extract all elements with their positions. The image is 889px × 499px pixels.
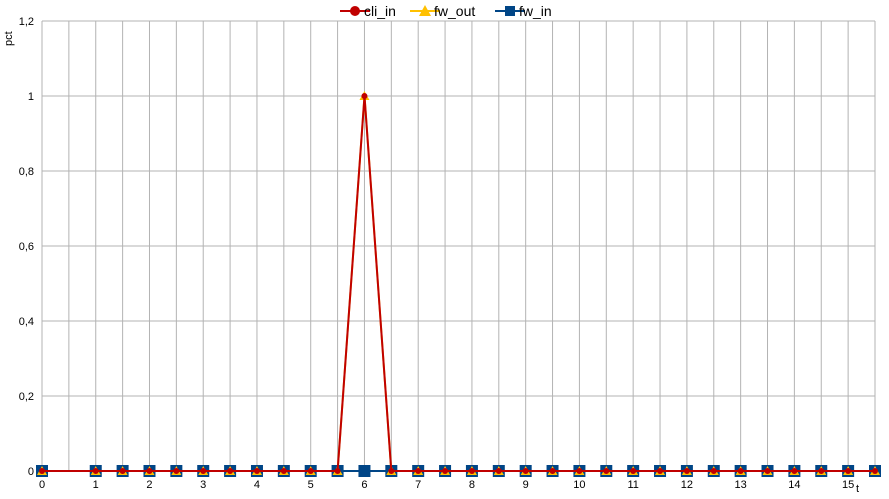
x-axis-label: t <box>856 483 859 495</box>
cli-in-point <box>549 468 556 474</box>
y-tick-label: 1 <box>28 91 34 103</box>
y-tick-label: 1,2 <box>19 16 34 28</box>
legend-label: fw_in <box>519 3 552 19</box>
cli-in-point <box>334 468 341 474</box>
x-tick-label: 11 <box>627 479 638 491</box>
legend-circle-marker <box>350 6 360 16</box>
legend-label: fw_out <box>434 3 475 19</box>
cli-in-point <box>845 468 852 474</box>
cli-in-point <box>119 468 126 474</box>
x-axis-ticks: 0 1 2 3 4 5 6 7 8 9 10 11 12 13 14 15 <box>39 479 854 491</box>
series-fw-out <box>37 91 880 475</box>
cli-in-point <box>92 468 99 474</box>
cli-in-point <box>522 468 529 474</box>
x-tick-label: 13 <box>735 479 747 491</box>
cli-in-point <box>710 468 717 474</box>
y-tick-label: 0,2 <box>19 391 34 403</box>
cli-in-point <box>307 468 314 474</box>
x-tick-label: 0 <box>39 479 45 491</box>
x-tick-label: 14 <box>788 479 800 491</box>
cli-in-point <box>388 468 395 474</box>
cli-in-point <box>173 468 180 474</box>
x-tick-label: 12 <box>681 479 693 491</box>
x-tick-label: 5 <box>308 479 314 491</box>
x-tick-label: 2 <box>146 479 152 491</box>
cli-in-point <box>227 468 234 474</box>
x-tick-label: 15 <box>842 479 854 491</box>
cli-in-point <box>146 468 153 474</box>
cli-in-point <box>657 468 664 474</box>
y-tick-label: 0,4 <box>19 316 34 328</box>
x-tick-label: 9 <box>523 479 529 491</box>
cli-in-point <box>468 468 475 474</box>
cli-in-point <box>200 468 207 474</box>
cli-in-point <box>415 468 422 474</box>
x-tick-label: 10 <box>573 479 585 491</box>
cli-in-line <box>42 95 875 472</box>
x-tick-label: 8 <box>469 479 475 491</box>
cli-in-point <box>576 468 583 474</box>
cli-in-point <box>280 468 287 474</box>
cli-in-point <box>791 468 798 474</box>
cli-in-point <box>39 468 45 474</box>
grid <box>41 20 876 472</box>
cli-in-point <box>361 93 368 99</box>
x-tick-label: 1 <box>93 479 99 491</box>
cli-in-point <box>818 468 825 474</box>
x-tick-label: 7 <box>415 479 421 491</box>
x-tick-label: 3 <box>200 479 206 491</box>
fw-out-line <box>42 95 875 472</box>
y-axis-ticks: 0 0,2 0,4 0,6 0,8 1 1,2 <box>19 16 34 478</box>
x-tick-label: 4 <box>254 479 260 491</box>
legend-triangle-marker <box>419 5 431 16</box>
legend-square-marker <box>505 6 515 16</box>
y-axis-label: pct <box>3 31 15 46</box>
legend-label: cli_in <box>364 3 396 19</box>
x-tick-label: 6 <box>361 479 367 491</box>
cli-in-point <box>683 468 690 474</box>
y-tick-label: 0,8 <box>19 166 34 178</box>
cli-in-point <box>603 468 610 474</box>
cli-in-point <box>495 468 502 474</box>
cli-in-point <box>737 468 744 474</box>
cli-in-point <box>253 468 260 474</box>
y-tick-label: 0,6 <box>19 241 34 253</box>
y-tick-label: 0 <box>28 466 34 478</box>
cli-in-point <box>764 468 771 474</box>
cli-in-point <box>442 468 449 474</box>
cli-in-point <box>872 468 878 474</box>
legend: cli_in fw_out fw_in <box>340 3 552 19</box>
series-cli-in <box>39 93 878 474</box>
fw-in-point <box>358 465 371 477</box>
cli-in-point <box>630 468 637 474</box>
